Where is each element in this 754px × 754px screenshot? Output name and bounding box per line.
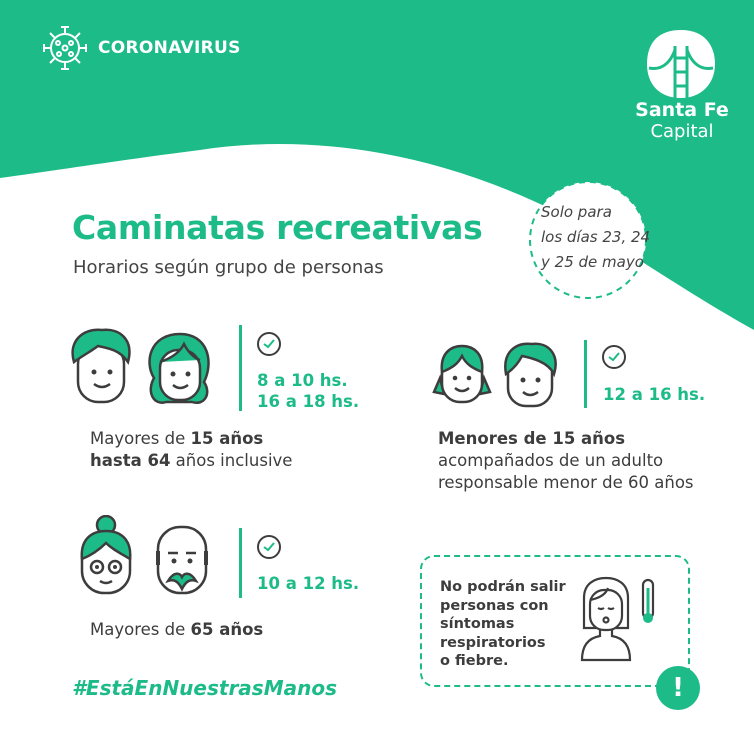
divider	[239, 325, 242, 411]
adults-faces-icon	[71, 328, 210, 405]
desc-bold: 65 años	[190, 620, 264, 639]
warning-badge: !	[656, 666, 700, 710]
divider	[239, 528, 242, 598]
clock-icon	[257, 332, 281, 356]
warning-line: respiratorios	[440, 634, 546, 651]
bridge-logo	[647, 30, 715, 98]
desc-adults: Mayores de 15 años hasta 64 años inclusi…	[90, 428, 292, 472]
desc-text: años inclusive	[170, 451, 293, 470]
logo-line2: Capital	[650, 121, 714, 142]
desc-text: responsable menor de 60 años	[438, 473, 694, 492]
warning-text: No podrán salir personas con síntomas re…	[440, 578, 566, 671]
time-slot: 10 a 12 hs.	[257, 574, 360, 593]
note-line3: y 25 de mayo	[541, 253, 644, 271]
desc-elderly: Mayores de 65 años	[90, 619, 263, 641]
page-title: Caminatas recreativas	[72, 208, 483, 247]
warning-box	[420, 555, 690, 687]
header-title: CORONAVIRUS	[98, 38, 241, 58]
time-slot: 12 a 16 hs.	[603, 385, 706, 404]
divider	[584, 340, 587, 408]
desc-bold: 15 años	[190, 429, 264, 448]
virus-icon	[43, 26, 87, 70]
dates-note-circle	[529, 181, 647, 299]
warning-line: No podrán salir	[440, 579, 566, 595]
schedule-elderly: 10 a 12 hs.	[257, 573, 359, 594]
dates-note: Solo para los días 23, 24 y 25 de mayo	[541, 200, 650, 275]
desc-text: acompañados de un adulto	[438, 451, 664, 470]
desc-kids: Menores de 15 años acompañados de un adu…	[438, 428, 694, 494]
kids-faces-icon	[432, 342, 557, 408]
time-slot: 16 a 18 hs.	[257, 392, 360, 411]
elderly-faces-icon	[80, 515, 208, 595]
schedule-adults: 8 a 10 hs. 16 a 18 hs.	[257, 370, 359, 412]
time-slot: 8 a 10 hs.	[257, 371, 348, 390]
sick-person-thermometer-icon	[580, 576, 655, 662]
clock-icon	[257, 535, 281, 559]
schedule-kids: 12 a 16 hs.	[603, 384, 705, 405]
logo-text: Santa Fe Capital	[632, 99, 732, 143]
warning-line: o fiebre.	[440, 653, 509, 669]
desc-bold: hasta 64	[90, 451, 171, 470]
note-line2: los días 23, 24	[541, 228, 651, 246]
page-subtitle: Horarios según grupo de personas	[73, 257, 384, 278]
logo-line1: Santa Fe	[635, 99, 729, 121]
note-line1: Solo para	[541, 203, 612, 221]
desc-text: Mayores de	[90, 429, 191, 448]
warning-line: síntomas	[440, 616, 515, 632]
warning-line: personas con	[440, 597, 549, 614]
clock-icon	[602, 345, 626, 369]
desc-bold: Menores de 15 años	[438, 429, 626, 448]
hashtag: #EstáEnNuestrasManos	[72, 676, 337, 700]
desc-text: Mayores de	[90, 620, 191, 639]
